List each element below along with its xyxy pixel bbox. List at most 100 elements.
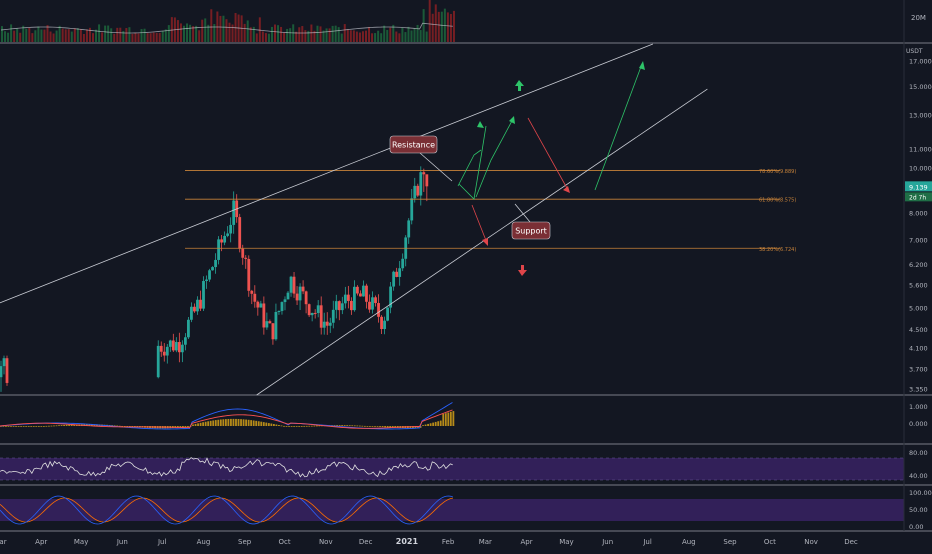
candle[interactable] <box>377 294 380 323</box>
lower-channel-line[interactable] <box>256 88 708 396</box>
projection-red-support[interactable] <box>471 204 488 244</box>
candle[interactable] <box>199 290 202 312</box>
candle[interactable] <box>265 312 269 330</box>
rsi-pane[interactable] <box>0 457 904 481</box>
candle[interactable] <box>392 270 396 291</box>
candle[interactable] <box>229 217 233 243</box>
candle[interactable] <box>410 188 414 225</box>
candle[interactable] <box>190 302 193 323</box>
pane-separators[interactable] <box>0 0 932 532</box>
candle[interactable] <box>407 218 411 244</box>
projection-green-1[interactable] <box>457 149 482 187</box>
candle[interactable] <box>389 282 393 314</box>
price-scale[interactable]: 20M USDT 17.000 15.000 13.000 11.000 10.000 8.0… <box>905 14 932 531</box>
stoch-pane[interactable] <box>0 495 904 525</box>
macd-pane[interactable] <box>0 402 455 430</box>
candle[interactable] <box>422 168 426 192</box>
candle[interactable] <box>250 289 254 305</box>
candle[interactable] <box>274 303 278 341</box>
candle[interactable] <box>398 261 402 286</box>
candle[interactable] <box>205 275 208 289</box>
candle[interactable] <box>183 333 187 351</box>
candle[interactable] <box>280 301 284 315</box>
candle[interactable] <box>223 231 227 246</box>
candle[interactable] <box>413 177 417 203</box>
candle[interactable] <box>193 303 196 313</box>
support-callout[interactable]: Support <box>511 203 551 240</box>
projection-green-2[interactable] <box>458 125 487 200</box>
candle[interactable] <box>383 316 386 335</box>
candle[interactable] <box>0 360 3 392</box>
candle[interactable] <box>256 300 260 316</box>
candle[interactable] <box>325 312 329 335</box>
candle[interactable] <box>244 255 248 269</box>
candle[interactable] <box>283 296 287 311</box>
drawings-layer[interactable]: 78.60%(9.889) 61.80%(8.575) 38.20%(6.724) R… <box>0 43 796 396</box>
candle[interactable] <box>368 294 371 313</box>
candle[interactable] <box>292 271 296 298</box>
price-pane[interactable] <box>0 166 429 392</box>
candle[interactable] <box>371 291 374 314</box>
candle[interactable] <box>401 253 405 272</box>
candle[interactable] <box>298 283 302 311</box>
candle[interactable] <box>259 300 263 308</box>
candle[interactable] <box>171 333 175 352</box>
volume-pane[interactable] <box>0 0 455 43</box>
candle[interactable] <box>187 316 190 340</box>
candle[interactable] <box>271 323 275 345</box>
candle[interactable] <box>359 290 362 297</box>
candle[interactable] <box>334 294 338 319</box>
projection-red-drop[interactable] <box>527 117 569 191</box>
upper-channel-line[interactable] <box>0 43 654 308</box>
candle[interactable] <box>232 191 236 234</box>
candle[interactable] <box>247 255 251 297</box>
candle[interactable] <box>159 341 163 357</box>
candle[interactable] <box>156 340 160 379</box>
candle[interactable] <box>362 280 365 297</box>
candle[interactable] <box>304 290 308 314</box>
candle[interactable] <box>286 291 290 300</box>
candle[interactable] <box>196 296 199 315</box>
candle[interactable] <box>313 309 317 319</box>
candle[interactable] <box>310 312 314 322</box>
candle[interactable] <box>365 283 368 309</box>
candle[interactable] <box>337 300 341 321</box>
candle[interactable] <box>374 295 377 307</box>
projection-green-long[interactable] <box>594 63 643 191</box>
candle[interactable] <box>165 343 169 364</box>
candle[interactable] <box>162 343 166 362</box>
resistance-callout[interactable]: Resistance <box>389 135 453 182</box>
candle[interactable] <box>277 310 281 315</box>
candle[interactable] <box>343 286 347 309</box>
candle[interactable] <box>328 317 332 333</box>
candle[interactable] <box>211 266 214 271</box>
candle[interactable] <box>425 174 429 202</box>
candle[interactable] <box>340 296 344 315</box>
candle[interactable] <box>226 226 230 238</box>
candle[interactable] <box>253 285 257 308</box>
candle[interactable] <box>307 303 311 318</box>
candle[interactable] <box>174 337 178 353</box>
candle[interactable] <box>319 296 323 335</box>
candle[interactable] <box>217 236 220 265</box>
candle[interactable] <box>386 307 389 322</box>
candle[interactable] <box>352 280 356 312</box>
candle[interactable] <box>168 339 172 352</box>
candle[interactable] <box>214 253 217 274</box>
candle[interactable] <box>295 286 299 306</box>
candle[interactable] <box>349 297 353 315</box>
candle[interactable] <box>180 340 184 363</box>
candle[interactable] <box>177 332 181 363</box>
candle[interactable] <box>301 280 305 295</box>
candle[interactable] <box>322 312 326 335</box>
candle[interactable] <box>268 319 272 324</box>
candle[interactable] <box>356 285 359 296</box>
candle[interactable] <box>289 275 293 297</box>
candle[interactable] <box>202 276 205 312</box>
candle[interactable] <box>208 268 211 282</box>
projection-green-3[interactable] <box>475 118 514 198</box>
candle[interactable] <box>262 296 266 335</box>
candle[interactable] <box>2 355 6 375</box>
candle[interactable] <box>395 267 399 278</box>
